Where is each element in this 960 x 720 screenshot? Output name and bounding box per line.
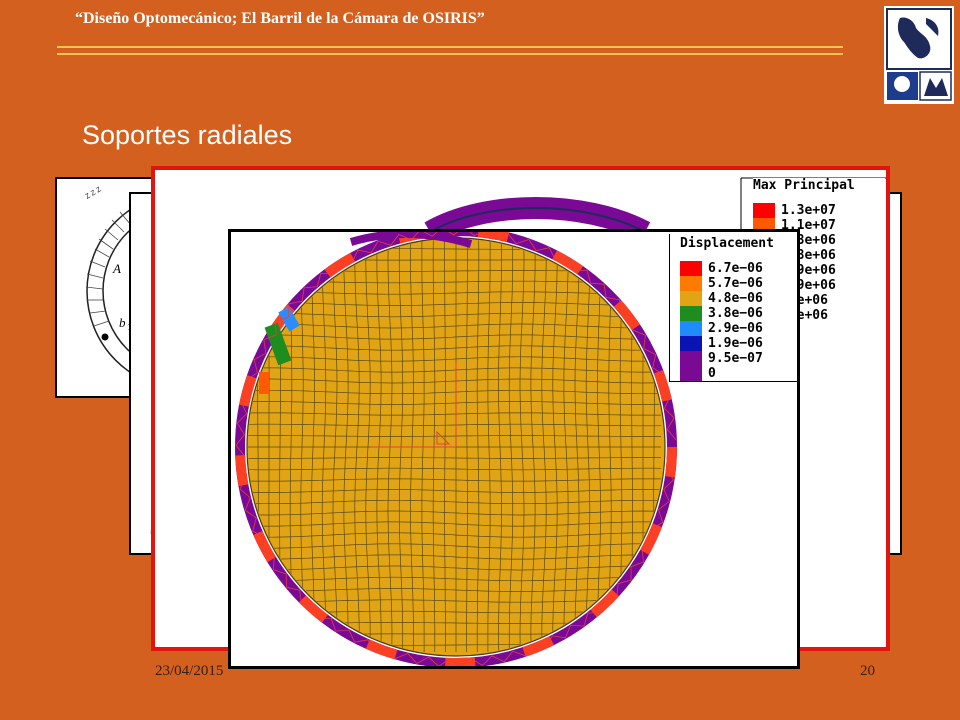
stress-legend-swatch [753,203,775,218]
displacement-legend-swatch [680,276,702,291]
displacement-legend-row: 4.8e−06 [680,291,797,306]
displacement-legend-row: 5.7e−06 [680,276,797,291]
svg-text:Z Z Z: Z Z Z [85,186,104,201]
displacement-legend-swatch [680,336,702,351]
footer-page-number: 20 [860,663,875,679]
displacement-legend-swatch [680,351,702,366]
displacement-result-panel: Displacement 6.7e−06 5.7e−06 4.8e−06 3.8e−0… [228,229,800,669]
displacement-legend-value: 3.8e−06 [708,306,763,321]
displacement-legend-row: 0 [680,366,797,381]
slide-header-title: “Diseño Optomecánico; El Barril de la Cá… [75,10,485,27]
diagram-label-a: A [112,261,121,276]
displacement-legend-swatch [680,321,702,336]
displacement-legend-title: Displacement [680,236,774,251]
displacement-legend-row: 3.8e−06 [680,306,797,321]
displacement-legend-swatch [680,306,702,321]
displacement-legend-value: 4.8e−06 [708,291,763,306]
stress-legend-title: Max Principal [753,178,855,193]
stress-legend-row: 1.3e+07 [753,203,885,218]
university-logo [884,6,954,104]
displacement-legend-value: 1.9e−06 [708,336,763,351]
displacement-legend-row: 1.9e−06 [680,336,797,351]
displacement-legend-value: 5.7e−06 [708,276,763,291]
fem-mesh [235,232,797,666]
displacement-legend-value: 2.9e−06 [708,321,763,336]
displacement-legend-swatch [680,261,702,276]
footer-date: 23/04/2015 [155,663,224,679]
displacement-legend-swatch [680,291,702,306]
diagram-label-b: b [119,315,126,330]
stress-legend-value: 1.3e+07 [781,203,836,218]
displacement-legend-value: 6.7e−06 [708,261,763,276]
displacement-legend-row: 9.5e−07 [680,351,797,366]
displacement-legend-value: 0 [708,366,716,381]
displacement-legend-row: 6.7e−06 [680,261,797,276]
header-divider [57,46,843,55]
displacement-legend-row: 2.9e−06 [680,321,797,336]
displacement-legend-value: 9.5e−07 [708,351,763,366]
slide-title: Soportes radiales [82,120,293,150]
displacement-legend-swatch [680,366,702,381]
displacement-legend: Displacement 6.7e−06 5.7e−06 4.8e−06 3.8e−0… [669,234,797,382]
